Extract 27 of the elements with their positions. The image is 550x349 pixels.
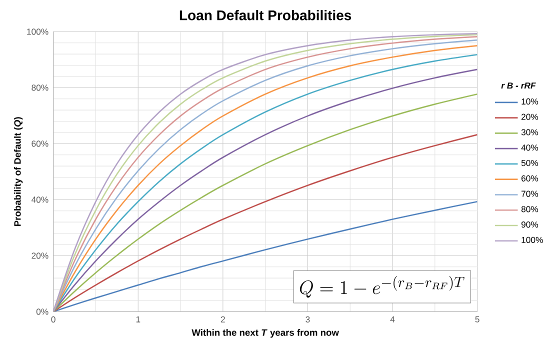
x-tick-label: 3 <box>306 316 310 322</box>
legend-label: 30% <box>521 129 538 136</box>
legend-label: 40% <box>521 144 538 151</box>
y-tick-label: 0% <box>36 308 48 315</box>
x-axis-title: Within the next T years from now <box>192 328 339 338</box>
annotation: $Q = 1 - e^{-(r_B - r_{RF})T}$ <box>300 276 464 298</box>
y-tick-label: 40% <box>31 196 48 203</box>
legend-label: 100% <box>522 236 543 243</box>
x-tick-label: 5 <box>475 316 480 322</box>
legend-label: 50% <box>521 160 538 166</box>
legend-label: 80% <box>521 206 538 212</box>
legend-label: 10% <box>522 98 538 105</box>
y-tick-label: 100% <box>27 28 48 35</box>
x-tick-label: 1 <box>136 316 140 322</box>
legend-label: 60% <box>522 175 538 182</box>
y-tick-label: 20% <box>32 252 48 259</box>
legend-label: 90% <box>521 221 538 228</box>
x-tick-label: 0 <box>51 316 56 322</box>
x-tick-label: 2 <box>220 316 225 322</box>
y-tick-label: 80% <box>32 84 48 91</box>
y-axis-title: Probability of Default (Q) <box>14 117 23 226</box>
x-tick-label: 4 <box>390 316 395 322</box>
legend-label: 20% <box>522 114 538 120</box>
legend-title: r B - rRF <box>501 82 536 89</box>
chart-title: Loan Default Probabilities <box>180 10 352 20</box>
y-tick-label: 60% <box>32 140 48 147</box>
legend-label: 70% <box>522 190 538 197</box>
